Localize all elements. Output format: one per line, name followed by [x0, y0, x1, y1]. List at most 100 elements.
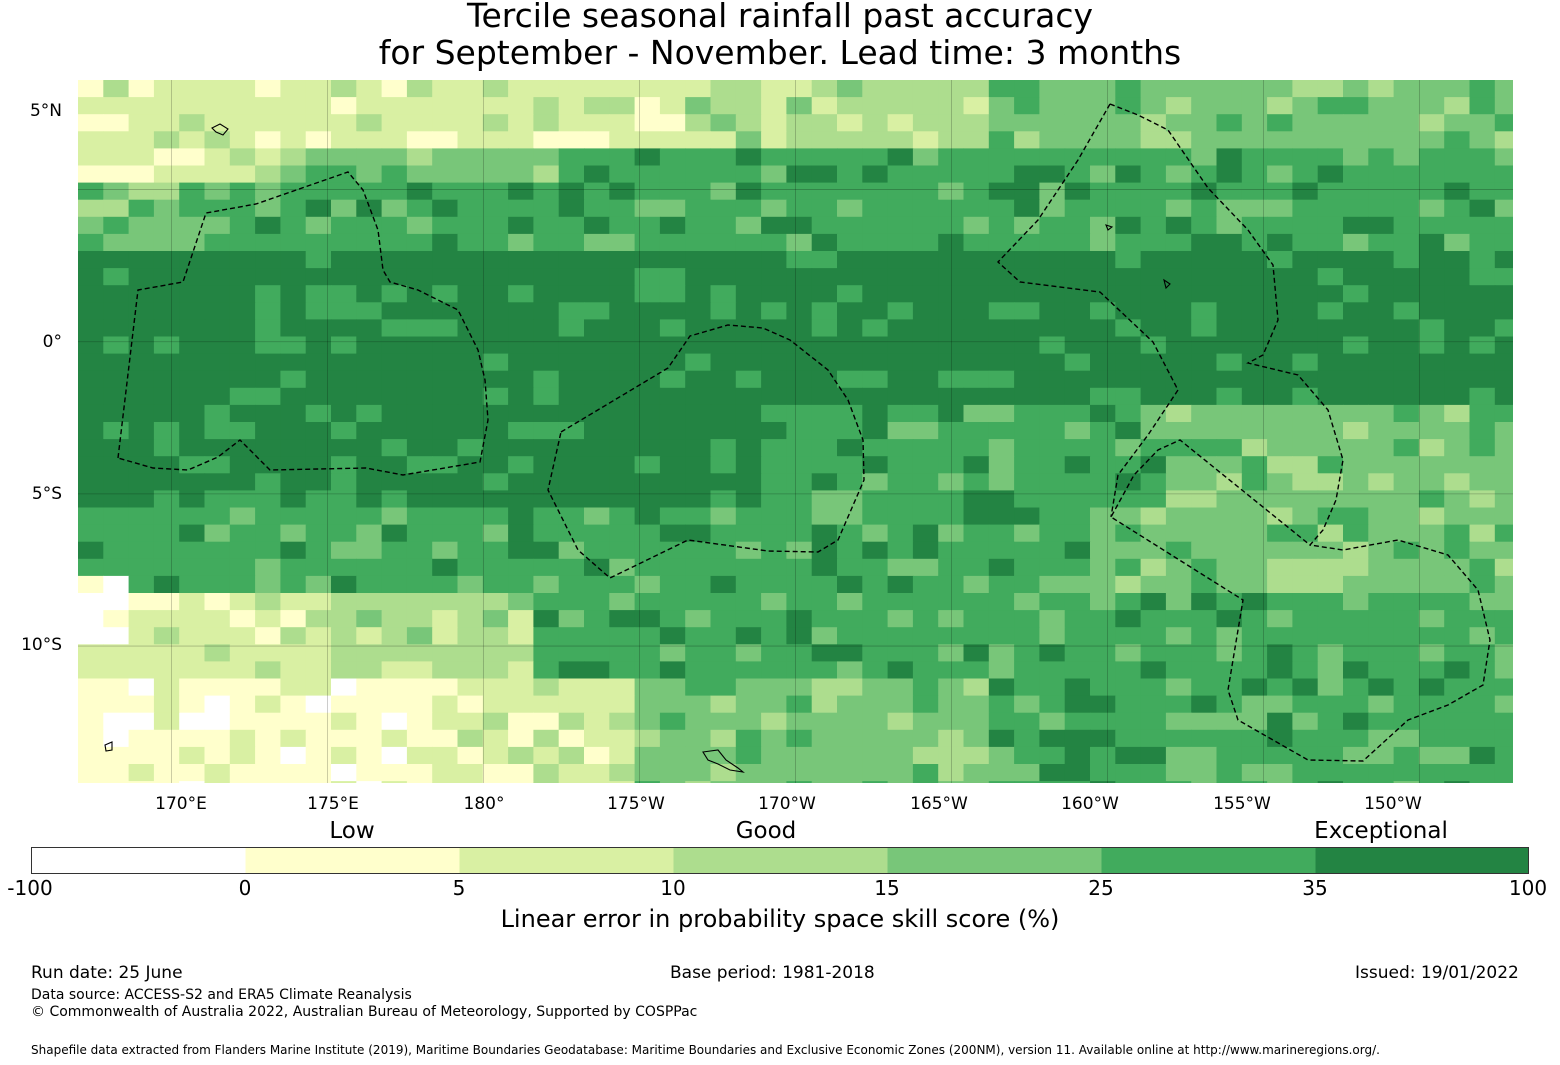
skill-cell [1216, 216, 1243, 235]
skill-cell [255, 764, 281, 782]
skill-cell [1418, 575, 1445, 594]
skill-cell [1368, 199, 1395, 218]
skill-cell [912, 370, 939, 389]
skill-cell [508, 575, 534, 594]
skill-cell [204, 165, 231, 184]
skill-cell [103, 764, 130, 782]
skill-cell [406, 148, 433, 167]
skill-cell [508, 216, 534, 235]
skill-cell [533, 644, 560, 662]
skill-cell [229, 148, 256, 167]
skill-cell [1267, 712, 1293, 731]
skill-cell [255, 216, 281, 235]
skill-cell [1216, 610, 1243, 628]
skill-cell [887, 199, 914, 218]
skill-cell [1241, 764, 1268, 782]
skill-cell [1165, 233, 1192, 252]
skill-cell [786, 80, 813, 98]
skill-cell [584, 627, 610, 645]
skill-cell [482, 387, 509, 406]
skill-cell [1191, 644, 1218, 662]
skill-cell [356, 507, 383, 526]
skill-cell [584, 541, 610, 560]
skill-cell [1241, 114, 1268, 132]
skill-cell [533, 148, 560, 167]
skill-cell [1317, 319, 1344, 338]
skill-cell [1393, 404, 1420, 423]
skill-cell [78, 490, 104, 509]
skill-cell [963, 251, 990, 269]
skill-cell [1090, 302, 1116, 320]
skill-cell [1469, 661, 1496, 680]
skill-cell [1469, 422, 1496, 440]
skill-cell [381, 781, 408, 783]
skill-cell [1241, 285, 1268, 303]
skill-cell [1014, 781, 1040, 783]
skill-cell [558, 524, 585, 543]
skill-cell [1343, 114, 1369, 132]
skill-cell [1418, 627, 1445, 645]
lon-label-150w: 150°W [1364, 794, 1422, 814]
skill-cell [356, 370, 383, 389]
skill-cell [1140, 712, 1167, 731]
skill-cell [1165, 610, 1192, 628]
skill-cell [1393, 507, 1420, 526]
skill-cell [153, 148, 180, 167]
skill-cell [1064, 507, 1091, 526]
skill-cell [710, 387, 737, 406]
skill-cell [1494, 729, 1513, 748]
skill-cell [1418, 216, 1445, 235]
skill-cell [280, 644, 307, 662]
lon-label-170w: 170°W [758, 794, 816, 814]
skill-cell [533, 80, 560, 98]
skill-cell [482, 422, 509, 440]
skill-cell [1014, 712, 1040, 731]
skill-cell [533, 302, 560, 320]
skill-cell [963, 781, 990, 783]
skill-cell [1191, 661, 1218, 680]
skill-cell [103, 114, 130, 132]
skill-cell [1039, 165, 1066, 184]
skill-cell [533, 370, 560, 389]
skill-cell [103, 541, 130, 560]
skill-cell [305, 661, 332, 680]
skill-cell [710, 268, 737, 286]
skill-cell [1393, 781, 1420, 783]
skill-cell [229, 610, 256, 628]
skill-cell [457, 610, 484, 628]
skill-cell [1090, 251, 1116, 269]
skill-cell [1216, 456, 1243, 474]
skill-cell [204, 182, 231, 201]
skill-cell [153, 422, 180, 440]
skill-cell [685, 661, 712, 680]
skill-cell [1494, 199, 1513, 218]
skill-cell [179, 216, 206, 235]
skill-cell [482, 524, 509, 543]
skill-cell [78, 746, 104, 765]
skill-cell [1418, 439, 1445, 457]
colorbar-segment [1315, 847, 1529, 874]
skill-cell [1115, 661, 1142, 680]
skill-cell [103, 216, 130, 235]
skill-cell [1064, 781, 1091, 783]
skill-cell [1241, 575, 1268, 594]
skill-cell [735, 199, 762, 218]
skill-cell [305, 524, 332, 543]
skill-cell [1090, 80, 1116, 98]
skill-cell [1191, 285, 1218, 303]
skill-cell [103, 781, 130, 783]
skill-cell [887, 507, 914, 526]
skill-cell [735, 182, 762, 201]
skill-cell [1241, 251, 1268, 269]
skill-cell [761, 627, 787, 645]
skill-cell [457, 148, 484, 167]
skill-cell [280, 233, 307, 252]
skill-cell [912, 251, 939, 269]
skill-cell [685, 165, 712, 184]
skill-cell [1317, 387, 1344, 406]
skill-cell [1216, 507, 1243, 526]
skill-cell [1469, 627, 1496, 645]
skill-cell [1418, 285, 1445, 303]
skill-cell [1343, 661, 1369, 680]
skill-cell [78, 627, 104, 645]
